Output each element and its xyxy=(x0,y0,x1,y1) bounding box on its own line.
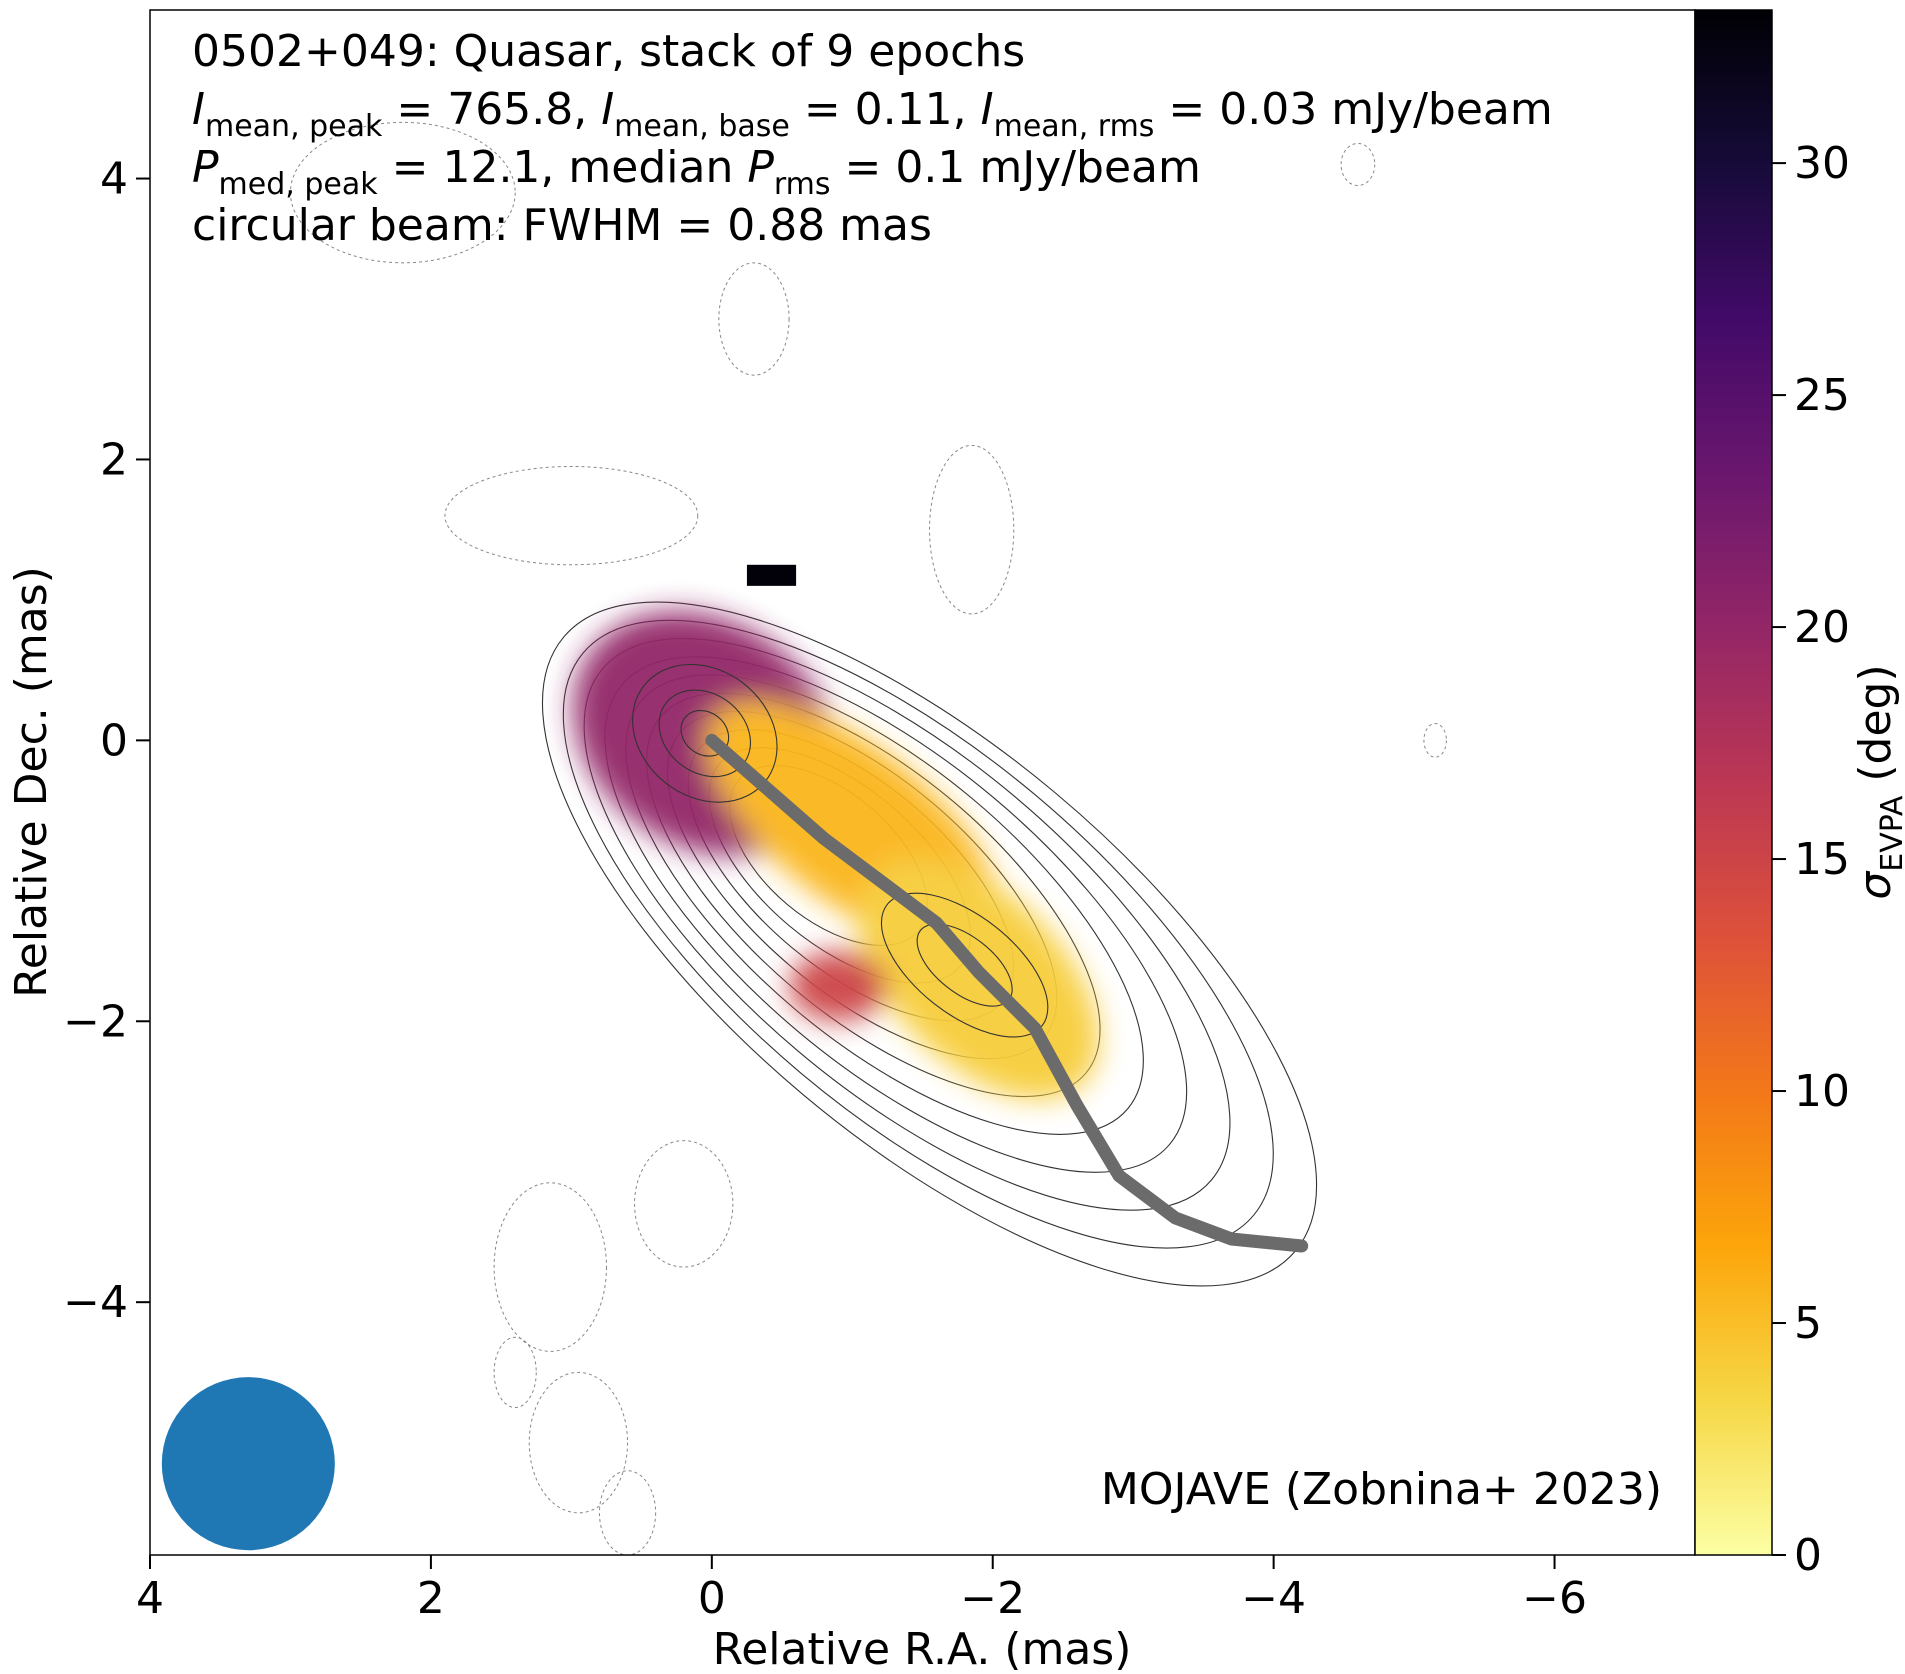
saturated-pixels xyxy=(746,564,797,586)
intensity-stats: Imean, peak = 765.8, Imean, base = 0.11,… xyxy=(192,84,1553,144)
colorbar-ticks: 0 5 10 15 20 25 30 xyxy=(1772,138,1850,1581)
x-tick-label: 4 xyxy=(136,1573,164,1624)
x-axis-label: Relative R.A. (mas) xyxy=(713,1624,1132,1674)
colorbar-tick-label: 5 xyxy=(1794,1298,1822,1349)
polarization-stats: Pmed, peak = 12.1, median Prms = 0.1 mJy… xyxy=(192,142,1201,202)
saturated-pixel-block xyxy=(746,564,797,586)
colorbar-tick-label: 15 xyxy=(1794,834,1850,885)
colorbar-tick-label: 20 xyxy=(1794,602,1850,653)
noise-contour-5 xyxy=(493,1336,537,1409)
noise-contour-11 xyxy=(598,1470,657,1555)
noise-contour-2 xyxy=(929,444,1015,615)
x-tick-label: −4 xyxy=(1241,1573,1306,1624)
y-axis-ticks: 4 2 0 −2 −4 xyxy=(63,154,150,1328)
x-tick-label: 0 xyxy=(698,1573,726,1624)
x-tick-label: −6 xyxy=(1522,1573,1587,1624)
noise-contour-3 xyxy=(493,1182,607,1352)
colorbar xyxy=(1694,9,1773,1556)
colorbar-tick-label: 10 xyxy=(1794,1066,1850,1117)
y-tick-label: −4 xyxy=(63,1277,128,1328)
beam-circle xyxy=(161,1377,335,1551)
credit-label: MOJAVE (Zobnina+ 2023) xyxy=(1101,1464,1662,1515)
y-tick-label: 2 xyxy=(100,434,128,485)
plot-area xyxy=(161,121,1447,1555)
colorbar-tick-label: 0 xyxy=(1794,1530,1822,1581)
noise-contour-6 xyxy=(1340,142,1376,187)
contour-level-2 xyxy=(562,619,1274,1249)
core-contour-4 xyxy=(880,892,1049,1038)
jet-ridge-line xyxy=(705,733,1309,1253)
noise-contour-7 xyxy=(1423,723,1447,758)
heatmap-region-4 xyxy=(789,951,888,1022)
noise-contour-8 xyxy=(289,121,516,264)
noise-contour-10 xyxy=(528,1371,629,1514)
y-tick-label: 0 xyxy=(100,715,128,766)
beam-info: circular beam: FWHM = 0.88 mas xyxy=(192,200,932,251)
y-tick-label: −2 xyxy=(63,996,128,1047)
noise-contour-9 xyxy=(718,262,790,376)
noise-contour-1 xyxy=(444,465,699,566)
x-tick-label: 2 xyxy=(417,1573,445,1624)
y-axis-label: Relative Dec. (mas) xyxy=(6,566,57,998)
colorbar-label: σEVPA (deg) xyxy=(1850,664,1905,899)
y-tick-label: 4 xyxy=(100,154,128,205)
noise-contour-4 xyxy=(634,1140,734,1268)
colorbar-tick-label: 25 xyxy=(1794,370,1850,421)
colorbar-tick-label: 30 xyxy=(1794,138,1850,189)
x-axis-ticks: 4 2 0 −2 −4 −6 xyxy=(136,1555,1587,1624)
source-title: 0502+049: Quasar, stack of 9 epochs xyxy=(192,26,1025,77)
x-tick-label: −2 xyxy=(960,1573,1025,1624)
